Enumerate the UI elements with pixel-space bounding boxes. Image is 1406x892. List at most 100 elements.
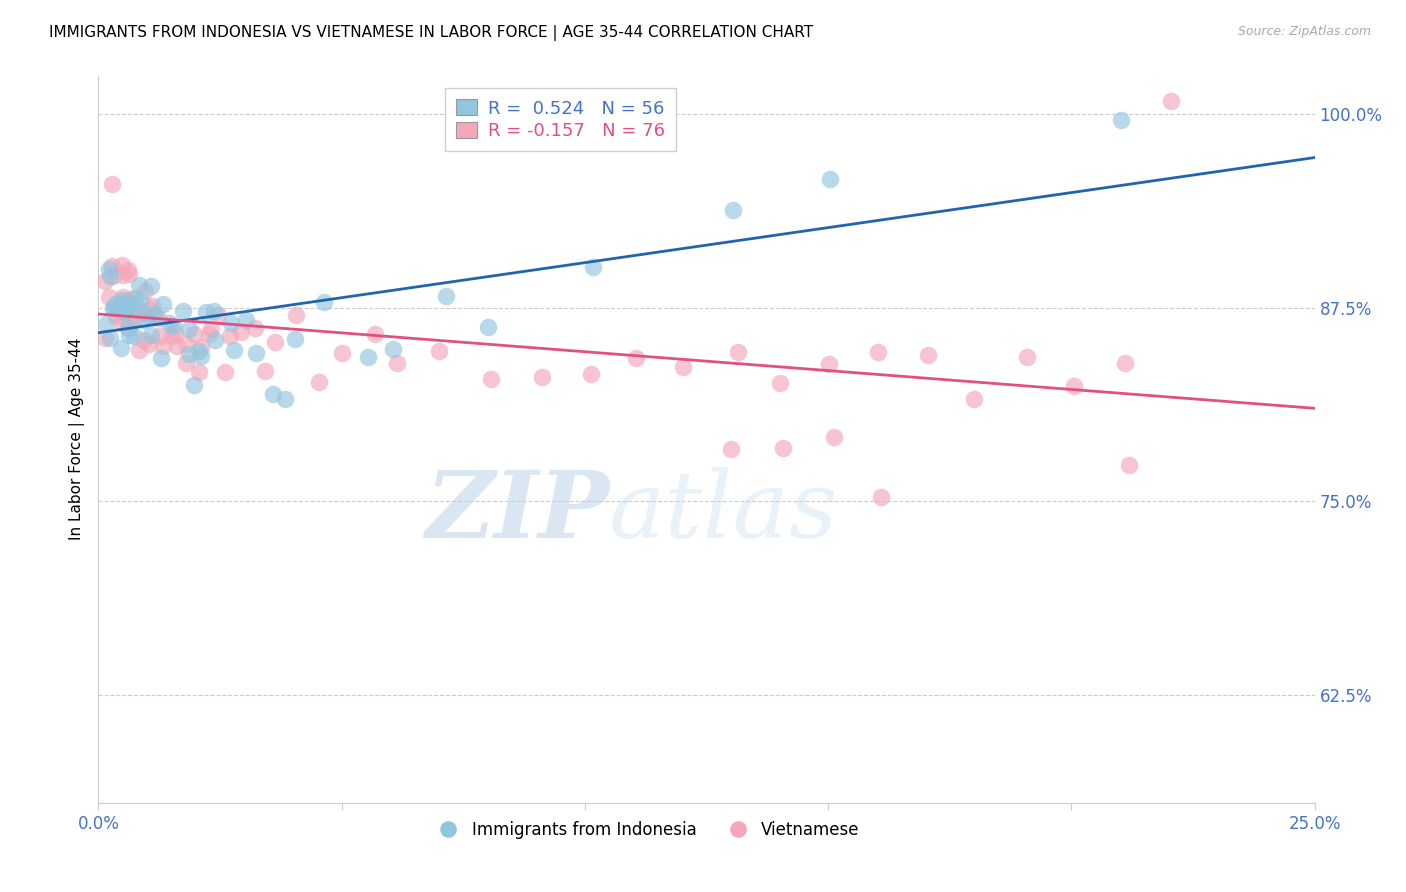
- Point: [111, 258, 134, 272]
- Point: [579, 367, 602, 381]
- Point: [103, 269, 125, 284]
- Point: [163, 326, 186, 340]
- Point: [314, 294, 336, 309]
- Point: [1017, 351, 1039, 365]
- Point: [142, 307, 165, 321]
- Point: [93, 273, 115, 287]
- Point: [721, 203, 744, 218]
- Point: [105, 309, 128, 323]
- Point: [118, 292, 141, 306]
- Point: [204, 333, 226, 347]
- Point: [1114, 355, 1136, 369]
- Point: [198, 326, 221, 341]
- Point: [98, 269, 121, 284]
- Point: [118, 297, 141, 311]
- Point: [200, 322, 222, 336]
- Point: [97, 290, 120, 304]
- Point: [720, 442, 742, 457]
- Point: [97, 261, 120, 276]
- Point: [118, 327, 141, 342]
- Point: [111, 304, 134, 318]
- Point: [139, 278, 162, 293]
- Point: [194, 304, 217, 318]
- Point: [357, 350, 380, 364]
- Point: [823, 430, 845, 444]
- Point: [727, 345, 749, 359]
- Point: [245, 345, 267, 359]
- Point: [818, 358, 841, 372]
- Point: [139, 310, 162, 324]
- Text: Source: ZipAtlas.com: Source: ZipAtlas.com: [1237, 25, 1371, 38]
- Point: [477, 319, 499, 334]
- Point: [231, 325, 253, 339]
- Point: [101, 259, 124, 273]
- Point: [190, 340, 212, 354]
- Point: [139, 301, 162, 316]
- Point: [94, 317, 117, 331]
- Point: [115, 294, 138, 309]
- Point: [162, 329, 184, 343]
- Point: [132, 305, 155, 319]
- Text: atlas: atlas: [609, 467, 839, 557]
- Point: [308, 375, 330, 389]
- Point: [111, 290, 134, 304]
- Point: [129, 293, 152, 308]
- Point: [134, 284, 156, 298]
- Point: [479, 372, 502, 386]
- Point: [107, 306, 129, 320]
- Point: [103, 301, 125, 315]
- Point: [132, 312, 155, 326]
- Point: [626, 351, 648, 366]
- Point: [150, 351, 173, 365]
- Point: [118, 301, 141, 316]
- Point: [152, 297, 174, 311]
- Point: [93, 331, 115, 345]
- Point: [98, 331, 121, 345]
- Text: ZIP: ZIP: [425, 467, 609, 557]
- Point: [162, 319, 184, 334]
- Point: [869, 490, 891, 504]
- Point: [174, 356, 197, 370]
- Point: [769, 376, 792, 390]
- Point: [110, 341, 132, 355]
- Point: [382, 342, 405, 356]
- Point: [253, 364, 276, 378]
- Point: [264, 334, 287, 349]
- Point: [188, 365, 211, 379]
- Point: [117, 298, 139, 312]
- Point: [364, 326, 387, 341]
- Point: [128, 277, 150, 292]
- Point: [582, 260, 605, 275]
- Point: [235, 313, 257, 327]
- Point: [118, 320, 141, 334]
- Point: [122, 329, 145, 343]
- Point: [111, 316, 134, 330]
- Point: [124, 291, 146, 305]
- Point: [243, 321, 266, 335]
- Point: [1118, 458, 1140, 472]
- Point: [284, 308, 307, 322]
- Point: [183, 377, 205, 392]
- Point: [128, 343, 150, 357]
- Point: [138, 337, 160, 351]
- Point: [132, 334, 155, 348]
- Point: [172, 304, 194, 318]
- Point: [202, 303, 225, 318]
- Point: [219, 328, 242, 343]
- Point: [117, 263, 139, 277]
- Point: [152, 339, 174, 353]
- Point: [125, 300, 148, 314]
- Point: [141, 299, 163, 313]
- Point: [385, 355, 408, 369]
- Point: [124, 310, 146, 325]
- Point: [207, 308, 229, 322]
- Point: [103, 301, 125, 315]
- Point: [427, 344, 450, 359]
- Point: [117, 321, 139, 335]
- Point: [179, 322, 201, 336]
- Point: [112, 304, 135, 318]
- Point: [149, 329, 172, 343]
- Legend: Immigrants from Indonesia, Vietnamese: Immigrants from Indonesia, Vietnamese: [425, 814, 866, 846]
- Point: [120, 295, 142, 310]
- Point: [262, 386, 284, 401]
